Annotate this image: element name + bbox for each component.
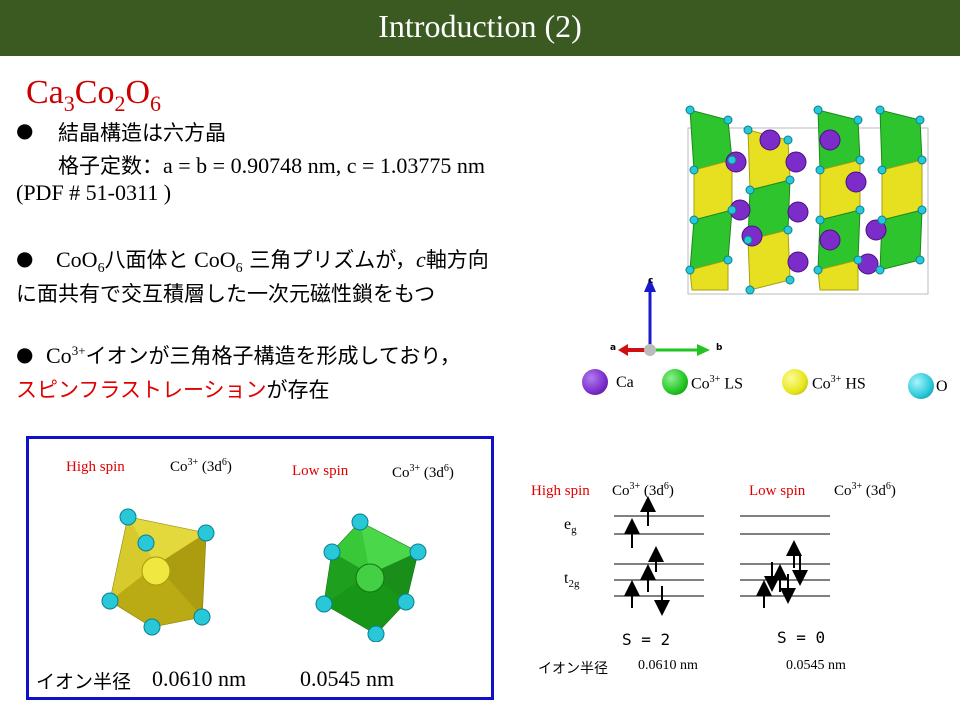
prism-text: 三角プリズムが， bbox=[242, 248, 417, 272]
formula-o: O bbox=[125, 74, 151, 111]
co-close: ) bbox=[448, 465, 454, 481]
box-high-co-config: Co3+ (3d6) bbox=[170, 457, 232, 476]
energy-radius-low: 0.0545 nm bbox=[786, 658, 846, 673]
legend-ca-label: Ca bbox=[616, 374, 634, 391]
legend-ls-dot bbox=[662, 369, 688, 395]
legend-ls-label: Co3+ LS bbox=[691, 374, 743, 393]
co: Co bbox=[612, 483, 630, 499]
eg-sub: g bbox=[571, 524, 577, 537]
legend-hs-label: Co3+ HS bbox=[812, 374, 866, 393]
co-ion: Co bbox=[46, 343, 72, 368]
ls-co: Co bbox=[691, 375, 710, 393]
slide-title: Introduction (2) bbox=[378, 8, 582, 44]
bullet-dot-1: ● bbox=[16, 118, 34, 142]
bullet3-line2: スピンフラストレーションが存在 bbox=[16, 374, 330, 404]
bullet1-line2: 格子定数：a = b = 0.90748 nm, c = 1.03775 nm bbox=[58, 150, 485, 180]
co: Co bbox=[392, 465, 410, 481]
co-close: ) bbox=[668, 483, 674, 499]
co-close: ) bbox=[226, 459, 232, 475]
legend-o-dot bbox=[908, 373, 934, 399]
energy-low-co-config: Co3+ (3d6) bbox=[834, 481, 896, 500]
box-radius-high: 0.0610 nm bbox=[152, 666, 247, 691]
t2g-label: t2g bbox=[564, 570, 579, 590]
spin-state-box bbox=[26, 436, 494, 700]
eg-e: e bbox=[564, 516, 572, 533]
energy-radius-high: 0.0610 nm bbox=[638, 658, 698, 673]
legend-o-label: O bbox=[936, 378, 948, 395]
lattice-label: 格子定数： bbox=[58, 154, 163, 178]
energy-high-co-config: Co3+ (3d6) bbox=[612, 481, 674, 500]
co-conf: (3d bbox=[643, 483, 664, 499]
coo6-a-sub: 6 bbox=[97, 261, 105, 277]
formula-co-sub: 2 bbox=[114, 90, 126, 116]
coo6-b: CoO bbox=[188, 247, 236, 272]
crystal-structure-image bbox=[685, 105, 929, 295]
energy-radius-label: イオン半径 bbox=[538, 661, 608, 677]
co-sup: 3+ bbox=[409, 463, 421, 474]
bullet3-line1: Co3+イオンが三角格子構造を形成しており， bbox=[46, 340, 461, 370]
formula-ca: Ca bbox=[26, 74, 64, 111]
exists-text: が存在 bbox=[266, 378, 330, 402]
eg-label: eg bbox=[564, 516, 577, 536]
co-sup: 3+ bbox=[629, 481, 641, 492]
axis-direction-text: 軸方向 bbox=[425, 248, 489, 272]
spin-frustration-text: スピンフラストレーション bbox=[16, 378, 267, 402]
co-sup: 3+ bbox=[851, 481, 863, 492]
coo6-a: CoO bbox=[56, 247, 98, 272]
hs-tail: HS bbox=[841, 375, 866, 393]
bullet2-line2: に面共有で交互積層した一次元磁性鎖をもつ bbox=[16, 282, 436, 306]
t2g-t: t bbox=[564, 570, 569, 587]
low-spin-octahedron bbox=[315, 513, 427, 642]
formula-co: Co bbox=[74, 74, 115, 111]
ls-sup: 3+ bbox=[709, 374, 721, 385]
box-radius-low: 0.0545 nm bbox=[300, 666, 395, 691]
co: Co bbox=[170, 459, 188, 475]
s-low: S = 0 bbox=[777, 628, 826, 647]
c-axis-letter: c bbox=[416, 247, 426, 272]
ls-tail: LS bbox=[720, 375, 743, 393]
box-low-co-config: Co3+ (3d6) bbox=[392, 463, 454, 482]
energy-level-diagram bbox=[614, 496, 830, 616]
title-bar: Introduction (2) bbox=[0, 0, 960, 56]
co-conf: (3d bbox=[865, 483, 886, 499]
co: Co bbox=[834, 483, 852, 499]
bullet2-line1: CoO6八面体と CoO6 三角プリズムが，c軸方向 bbox=[56, 244, 489, 277]
compound-formula: Ca3Co2O6 bbox=[26, 74, 161, 117]
co-conf-sup: 6 bbox=[663, 481, 669, 492]
legend-hs-dot bbox=[782, 369, 808, 395]
co-close: ) bbox=[890, 483, 896, 499]
box-radius-label: イオン半径 bbox=[36, 671, 132, 693]
triangular-lattice-text: イオンが三角格子構造を形成しており， bbox=[85, 344, 461, 368]
s-high: S = 2 bbox=[622, 630, 671, 649]
bullet1-line1: 結晶構造は六方晶 bbox=[58, 121, 226, 145]
coo6-b-sub: 6 bbox=[235, 261, 243, 277]
energy-low-spin-label: Low spin bbox=[749, 483, 806, 499]
axis-c-label: c bbox=[648, 276, 654, 286]
axis-a-label: a bbox=[610, 343, 617, 353]
lattice-values: a = b = 0.90748 nm, c = 1.03775 nm bbox=[163, 153, 485, 178]
bullet-dot-3: ● bbox=[16, 342, 34, 366]
hs-co: Co bbox=[812, 375, 831, 393]
axis-b-label: b bbox=[716, 343, 723, 353]
co-conf-sup: 6 bbox=[221, 457, 227, 468]
axis-indicator bbox=[618, 278, 710, 356]
bullet-dot-2: ● bbox=[16, 246, 34, 270]
co-sup: 3+ bbox=[187, 457, 199, 468]
co-conf: (3d bbox=[423, 465, 444, 481]
formula-o-sub: 6 bbox=[150, 90, 162, 116]
bullet1-line3: (PDF # 51-0311 ) bbox=[16, 180, 172, 205]
co-conf-sup: 6 bbox=[885, 481, 891, 492]
box-high-spin-label: High spin bbox=[66, 459, 125, 475]
t2g-sub: 2g bbox=[568, 578, 580, 591]
legend-ca-dot bbox=[582, 369, 608, 395]
hs-sup: 3+ bbox=[830, 374, 842, 385]
formula-ca-sub: 3 bbox=[63, 90, 75, 116]
high-spin-octahedron bbox=[101, 508, 215, 636]
box-low-spin-label: Low spin bbox=[292, 463, 349, 479]
octahedron-text: 八面体と bbox=[104, 248, 189, 272]
co-ion-sup: 3+ bbox=[71, 343, 86, 358]
co-conf-sup: 6 bbox=[443, 463, 449, 474]
co-conf: (3d bbox=[201, 459, 222, 475]
energy-high-spin-label: High spin bbox=[531, 483, 590, 499]
